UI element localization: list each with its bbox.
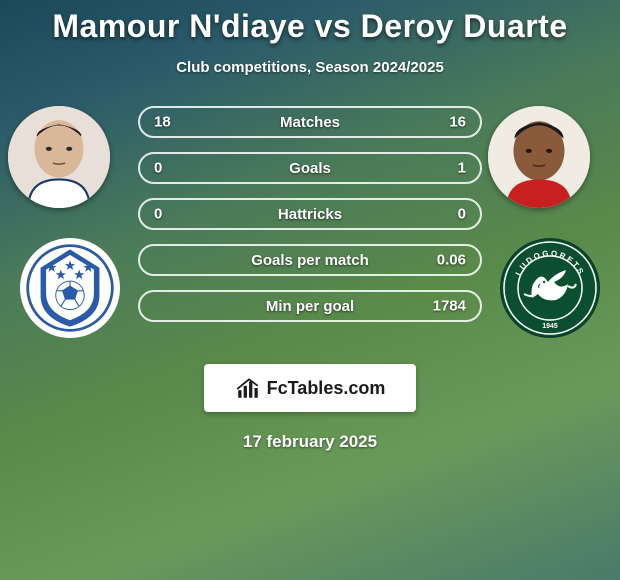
- club-left-crest: [20, 238, 120, 338]
- stat-left-value: 0: [154, 160, 162, 177]
- avatar-right-icon: [488, 106, 590, 208]
- stat-label: Goals: [289, 160, 331, 177]
- stat-right-value: 0: [458, 206, 466, 223]
- page-title: Mamour N'diaye vs Deroy Duarte: [0, 8, 620, 45]
- comparison-card: Mamour N'diaye vs Deroy Duarte Club comp…: [0, 0, 620, 580]
- chart-icon: [235, 375, 261, 401]
- subtitle: Club competitions, Season 2024/2025: [0, 59, 620, 76]
- stat-label: Min per goal: [266, 298, 354, 315]
- stat-row-gpm: Goals per match 0.06: [138, 244, 482, 276]
- watermark-text: FcTables.com: [267, 378, 386, 399]
- stat-left-value: 0: [154, 206, 162, 223]
- stat-right-value: 16: [449, 114, 466, 131]
- avatar-left-icon: [8, 106, 110, 208]
- stat-label: Matches: [280, 114, 340, 131]
- stat-row-goals: 0 Goals 1: [138, 152, 482, 184]
- club-right-crest: LUDOGORETS 1945: [500, 238, 600, 338]
- stat-label: Hattricks: [278, 206, 342, 223]
- date: 17 february 2025: [0, 432, 620, 452]
- stat-right-value: 1784: [433, 298, 466, 315]
- stat-left-value: 18: [154, 114, 171, 131]
- player-left-avatar: [8, 106, 110, 208]
- stat-right-value: 0.06: [437, 252, 466, 269]
- stat-right-value: 1: [458, 160, 466, 177]
- stats-area: LUDOGORETS 1945 18 Matches 16 0: [0, 106, 620, 346]
- stat-bars: 18 Matches 16 0 Goals 1 0 Hattricks 0 Go…: [138, 106, 482, 336]
- svg-text:1945: 1945: [542, 323, 558, 330]
- stat-row-matches: 18 Matches 16: [138, 106, 482, 138]
- crest-left-icon: [24, 242, 116, 334]
- player-right-avatar: [488, 106, 590, 208]
- watermark: FcTables.com: [204, 364, 416, 412]
- stat-row-mpg: Min per goal 1784: [138, 290, 482, 322]
- crest-right-icon: LUDOGORETS 1945: [500, 238, 600, 338]
- stat-label: Goals per match: [251, 252, 369, 269]
- stat-row-hattricks: 0 Hattricks 0: [138, 198, 482, 230]
